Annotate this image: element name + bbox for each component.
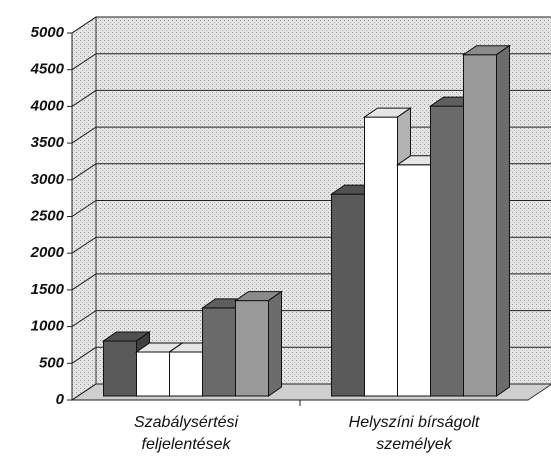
bar-front <box>202 307 236 397</box>
y-tick-label: 2000 <box>30 244 65 261</box>
bar-front <box>364 116 398 397</box>
bar-front <box>136 351 170 397</box>
grid-line <box>71 89 551 107</box>
bar-front <box>235 300 269 397</box>
bar-front <box>463 54 497 397</box>
y-tick-label: 0 <box>56 391 65 408</box>
bar-side <box>496 44 510 397</box>
grid-line <box>71 53 551 71</box>
bar-front <box>430 105 464 397</box>
bar-front <box>397 164 431 397</box>
y-tick-label: 3500 <box>31 134 65 151</box>
grid-line <box>71 16 551 34</box>
y-tick-label: 4000 <box>30 97 65 114</box>
bar <box>233 290 284 397</box>
x-tick-label: Helyszíni bírságolt személyek <box>348 414 480 453</box>
bar-front <box>103 340 137 397</box>
y-tick-label: 5000 <box>31 24 65 41</box>
y-tick-label: 1000 <box>31 318 65 335</box>
bar-side <box>268 290 282 397</box>
bar <box>461 44 512 397</box>
bar-front <box>169 351 203 397</box>
y-tick-label: 4500 <box>30 61 65 78</box>
y-tick-label: 500 <box>39 354 65 371</box>
y-tick-label: 3000 <box>31 171 65 188</box>
y-tick-label: 1500 <box>31 281 65 298</box>
x-tick-label: Szabálysértési feljelentések <box>133 414 239 453</box>
y-tick-label: 2500 <box>30 207 65 224</box>
bar-front <box>331 193 365 397</box>
